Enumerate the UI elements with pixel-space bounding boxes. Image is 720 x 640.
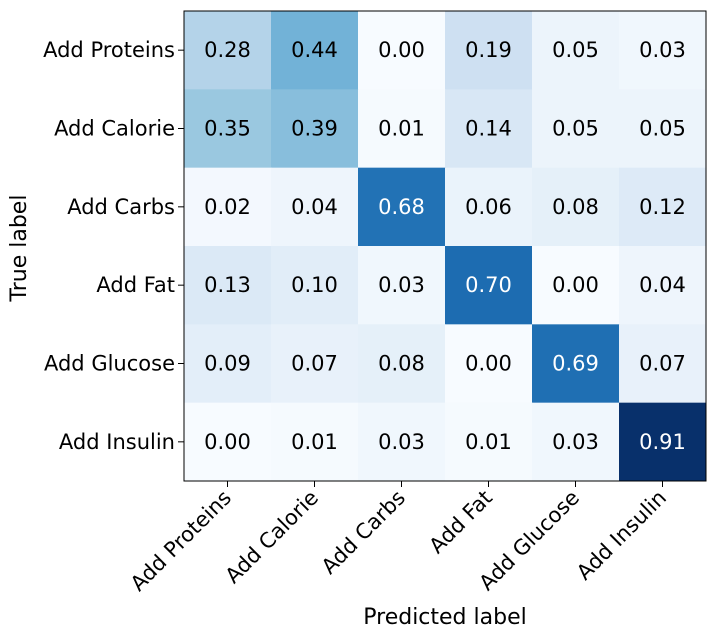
cell-value-label: 0.01 (378, 117, 425, 141)
heatmap-cell (619, 324, 707, 404)
heatmap-cell (532, 246, 620, 325)
heatmap-cell (619, 402, 707, 482)
cell-value-label: 0.08 (552, 195, 599, 219)
heatmap-cell (184, 89, 272, 169)
cell-value-label: 0.04 (291, 195, 338, 219)
heatmap-cell (619, 167, 707, 247)
cell-value-label: 0.03 (552, 430, 599, 454)
cell-value-label: 0.09 (204, 352, 251, 376)
cell-value-label: 0.02 (204, 195, 251, 219)
cell-value-label: 0.28 (204, 38, 251, 62)
heatmap-cell (532, 324, 620, 404)
y-axis-label: True label (7, 195, 32, 303)
heatmap-cell (184, 246, 272, 325)
heatmap-cell (184, 324, 272, 404)
cell-value-label: 0.06 (465, 195, 512, 219)
x-tick-label: Add Carbs (317, 486, 410, 579)
heatmap-cell (619, 11, 707, 90)
cell-value-labels: 0.28 0.44 0.00 0.19 0.05 0.03 0.35 0.39 0.01 0.14… (204, 38, 686, 454)
heatmap-cell (184, 167, 272, 247)
cell-value-label: 0.70 (465, 273, 512, 297)
x-tick-label: Add Insulin (572, 486, 671, 585)
heatmap-cell (532, 11, 620, 90)
cell-value-label: 0.00 (465, 352, 512, 376)
heatmap-cell (619, 89, 707, 169)
cell-value-label: 0.19 (465, 38, 512, 62)
heatmap-cell (358, 324, 446, 404)
cell-value-label: 0.00 (204, 430, 251, 454)
x-tick-label: Add Proteins (126, 486, 236, 596)
cell-value-label: 0.44 (291, 38, 338, 62)
cell-value-label: 0.03 (378, 430, 425, 454)
heatmap-cell (271, 324, 359, 404)
heatmap-cell (445, 246, 533, 325)
y-tick-label: Add Calorie (54, 117, 175, 141)
cell-value-label: 0.01 (465, 430, 512, 454)
y-tick-label: Add Carbs (67, 195, 175, 219)
heatmap-cell (445, 324, 533, 404)
heatmap-cell (271, 402, 359, 482)
y-tick-label: Add Glucose (44, 352, 175, 376)
y-tick-label: Add Insulin (59, 430, 175, 454)
plot-frame (183, 10, 707, 482)
cell-value-label: 0.05 (552, 38, 599, 62)
cell-value-label: 0.12 (639, 195, 686, 219)
cell-value-label: 0.68 (378, 195, 425, 219)
heatmap-cell (271, 89, 359, 169)
cell-value-label: 0.04 (639, 273, 686, 297)
cell-value-label: 0.03 (378, 273, 425, 297)
cell-value-label: 0.10 (291, 273, 338, 297)
heatmap-cell (445, 402, 533, 482)
cell-value-label: 0.39 (291, 117, 338, 141)
cell-value-label: 0.14 (465, 117, 512, 141)
heatmap-cells (184, 11, 707, 482)
cell-value-label: 0.01 (291, 430, 338, 454)
heatmap-cell (184, 402, 272, 482)
heatmap-cell (271, 167, 359, 247)
heatmap-cell (445, 89, 533, 169)
y-axis-ticks: Add Proteins Add Calorie Add Carbs Add Fat A… (43, 38, 184, 454)
heatmap-cell (358, 167, 446, 247)
heatmap-cell (445, 167, 533, 247)
heatmap-cell (358, 246, 446, 325)
x-axis-label: Predicted label (363, 605, 526, 630)
cell-value-label: 0.07 (291, 352, 338, 376)
heatmap-cell (619, 246, 707, 325)
x-tick-label: Add Calorie (221, 486, 323, 588)
cell-value-label: 0.03 (639, 38, 686, 62)
heatmap-cell (358, 89, 446, 169)
heatmap-cell (358, 11, 446, 90)
cell-value-label: 0.08 (378, 352, 425, 376)
heatmap-cell (358, 402, 446, 482)
cell-value-label: 0.05 (552, 117, 599, 141)
heatmap-cell (445, 11, 533, 90)
y-tick-label: Add Fat (96, 273, 175, 297)
cell-value-label: 0.00 (552, 273, 599, 297)
heatmap-cell (271, 11, 359, 90)
heatmap-cell (271, 246, 359, 325)
heatmap-cell (184, 11, 272, 90)
cell-value-label: 0.91 (639, 430, 686, 454)
cell-value-label: 0.13 (204, 273, 251, 297)
cell-value-label: 0.00 (378, 38, 425, 62)
cell-value-label: 0.69 (552, 352, 599, 376)
cell-value-label: 0.07 (639, 352, 686, 376)
heatmap-cell (532, 167, 620, 247)
cell-value-label: 0.35 (204, 117, 251, 141)
heatmap-cell (532, 402, 620, 482)
x-tick-label: Add Fat (424, 486, 497, 559)
cell-value-label: 0.05 (639, 117, 686, 141)
y-tick-label: Add Proteins (43, 38, 175, 62)
heatmap-cell (532, 89, 620, 169)
